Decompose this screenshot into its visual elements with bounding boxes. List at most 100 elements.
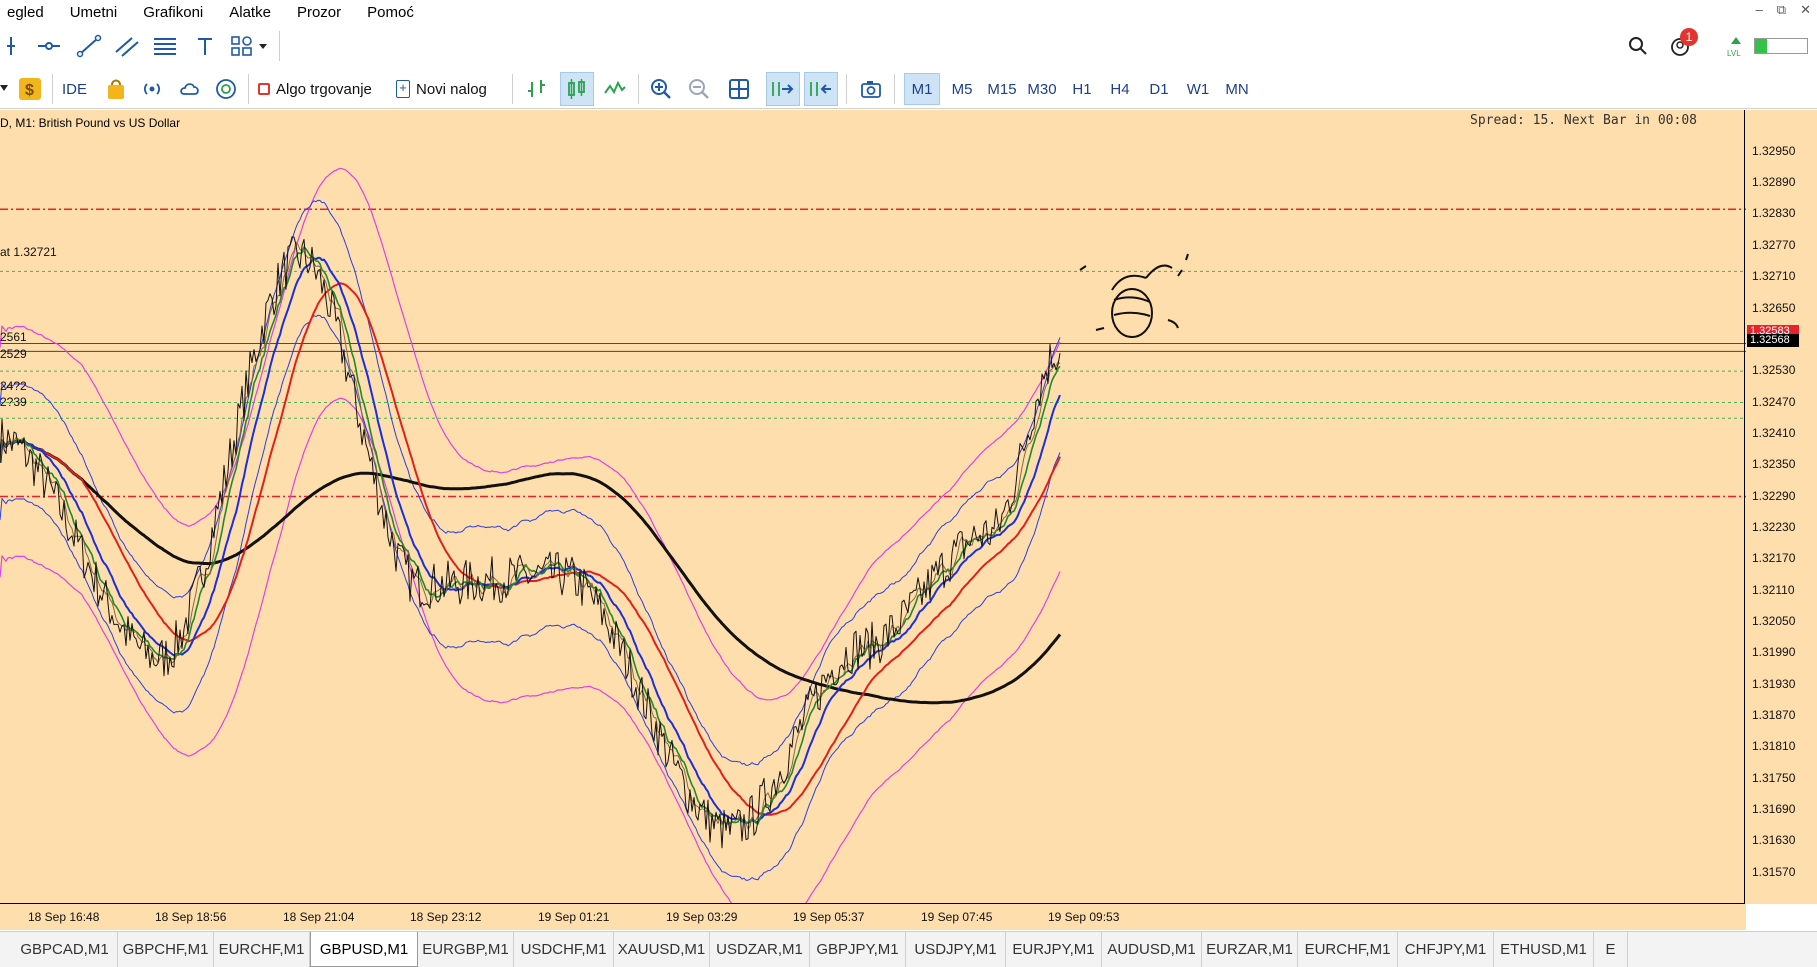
price-tick-label: 1.32470 (1752, 394, 1796, 409)
algo-trading-button[interactable]: Algo trgovanje (258, 74, 372, 104)
price-tick-label: 1.32350 (1752, 457, 1796, 472)
bollinger-upper-inner (0, 199, 1061, 766)
time-tick-label: 18 Sep 18:56 (155, 910, 227, 924)
toolbar-separator (52, 74, 53, 104)
price-tick-label: 1.32410 (1752, 425, 1796, 440)
horizontal-line-icon[interactable] (34, 32, 64, 60)
timeframe-m15[interactable]: M15 (987, 80, 1017, 98)
line-label-1: 2561 (0, 330, 27, 344)
chart-tab[interactable]: EURZAR,M1 (1202, 932, 1298, 967)
bid-price-tag: 1.32568 (1747, 334, 1799, 347)
chart-tab[interactable]: XAUUSD,M1 (614, 932, 710, 967)
chart-tab[interactable]: GBPCAD,M1 (12, 932, 118, 967)
zoom-out-icon[interactable] (684, 75, 714, 103)
zoom-in-icon[interactable] (646, 75, 676, 103)
tile-windows-icon[interactable] (724, 75, 754, 103)
time-tick-label: 18 Sep 21:04 (283, 910, 355, 924)
price-tick-label: 1.32950 (1752, 143, 1796, 158)
signal-level-icon[interactable]: LVL (1722, 32, 1750, 60)
chart-tab[interactable]: AUDUSD,M1 (1102, 932, 1202, 967)
chart-tab[interactable]: ETHUSD,M1 (1494, 932, 1594, 967)
vps-cloud-icon[interactable] (176, 75, 204, 103)
price-axis[interactable]: 1.32950 1.32890 1.32830 1.32770 1.32710 1.326… (1746, 110, 1817, 904)
ide-button[interactable]: IDE (62, 74, 87, 104)
menu-tools[interactable]: Alatke (229, 4, 271, 21)
svg-text:$: $ (25, 82, 34, 99)
dollar-icon[interactable]: $ (16, 75, 44, 103)
line-chart-icon[interactable] (600, 75, 630, 103)
signals-icon[interactable] (138, 75, 166, 103)
screenshot-icon[interactable] (856, 75, 886, 103)
chart-tab[interactable]: GBPCHF,M1 (118, 932, 214, 967)
main-toolbar: $ IDE Algo trgovanje + Novi nalog (0, 68, 1817, 109)
timeframe-mn[interactable]: MN (1225, 80, 1249, 98)
chevron-left-icon[interactable] (0, 78, 10, 98)
chart-tab[interactable]: EURGBP,M1 (418, 932, 514, 967)
trendline-icon[interactable] (74, 32, 104, 60)
text-tool-icon[interactable] (192, 32, 218, 60)
toolbar-separator (638, 74, 639, 104)
chart-tab[interactable]: EURCHF,M1 (214, 932, 310, 967)
chart-tab[interactable]: EURJPY,M1 (1006, 932, 1102, 967)
time-axis[interactable]: 18 Sep 16:48 18 Sep 18:56 18 Sep 21:04 18 S… (0, 904, 1746, 930)
timeframe-h1[interactable]: H1 (1072, 80, 1092, 98)
chart-tab[interactable]: GBPUSD,M1 (310, 932, 418, 967)
vertical-line-icon[interactable] (0, 32, 22, 60)
minimize-icon[interactable]: – (1755, 2, 1763, 17)
auto-scroll-icon[interactable] (766, 72, 800, 106)
notifications-icon[interactable]: 1 (1662, 28, 1702, 60)
menu-view[interactable]: egled (7, 4, 44, 21)
candlestick-chart-icon[interactable] (560, 72, 594, 106)
algo-trading-label: Algo trgovanje (276, 80, 372, 98)
community-icon[interactable] (212, 75, 240, 103)
timeframe-d1[interactable]: D1 (1149, 80, 1169, 98)
time-tick-label: 19 Sep 01:21 (538, 910, 610, 924)
chart-tab[interactable]: USDZAR,M1 (710, 932, 810, 967)
chart-tab[interactable]: EURCHF,M1 (1298, 932, 1398, 967)
timeframe-h4[interactable]: H4 (1110, 80, 1130, 98)
ide-label: IDE (62, 80, 88, 98)
chart-tab[interactable]: E (1594, 932, 1628, 967)
drawing-toolbar: 1 LVL (0, 28, 1817, 64)
price-chart[interactable] (0, 110, 1746, 904)
chart-tab[interactable]: GBPJPY,M1 (810, 932, 906, 967)
connection-strength-bar (1752, 36, 1810, 56)
price-tick-label: 1.31570 (1752, 864, 1796, 879)
time-tick-label: 19 Sep 03:29 (666, 910, 738, 924)
menu-window[interactable]: Prozor (296, 4, 342, 21)
timeframe-m5[interactable]: M5 (951, 80, 973, 98)
chart-tab[interactable]: USDCHF,M1 (514, 932, 614, 967)
time-tick-label: 18 Sep 23:12 (410, 910, 482, 924)
search-icon[interactable] (1624, 32, 1652, 60)
menu-insert[interactable]: Umetni (69, 4, 118, 21)
line-label-3: 24?2 (0, 379, 27, 393)
new-order-button[interactable]: + Novi nalog (396, 74, 487, 104)
menu-help[interactable]: Pomoć (367, 4, 414, 21)
price-tick-label: 1.31810 (1752, 739, 1796, 754)
timeframe-m30[interactable]: M30 (1027, 80, 1057, 98)
chart-shift-icon[interactable] (804, 72, 838, 106)
bar-chart-icon[interactable] (522, 75, 552, 103)
market-bag-icon[interactable] (102, 75, 130, 103)
time-tick-label: 19 Sep 07:45 (921, 910, 993, 924)
line-label-4: 2?39 (0, 395, 27, 409)
restore-icon[interactable]: ⧉ (1776, 2, 1787, 17)
chart-tabs: GBPCAD,M1 GBPCHF,M1 EURCHF,M1 GBPUSD,M1 EURG… (0, 931, 1817, 967)
time-tick-label: 19 Sep 05:37 (793, 910, 865, 924)
chart-tab[interactable]: USDJPY,M1 (906, 932, 1006, 967)
fibonacci-icon[interactable] (150, 32, 180, 60)
chart-canvas[interactable] (0, 110, 1746, 904)
stop-icon (258, 83, 270, 95)
menu-charts[interactable]: Grafikoni (143, 4, 204, 21)
close-icon[interactable]: ✕ (1800, 2, 1811, 17)
window-controls: – ⧉ ✕ (1756, 2, 1811, 18)
timeframe-m1[interactable]: M1 (904, 73, 940, 105)
chart-tab[interactable]: CHFJPY,M1 (1398, 932, 1494, 967)
moving-average-10 (0, 246, 1061, 826)
timeframe-w1[interactable]: W1 (1186, 80, 1210, 98)
shapes-dropdown-icon[interactable] (228, 32, 272, 60)
price-tick-label: 1.32650 (1752, 300, 1796, 315)
price-tick-label: 1.31690 (1752, 801, 1796, 816)
channel-icon[interactable] (112, 32, 142, 60)
chart-title: D, M1: British Pound vs US Dollar (0, 116, 181, 130)
